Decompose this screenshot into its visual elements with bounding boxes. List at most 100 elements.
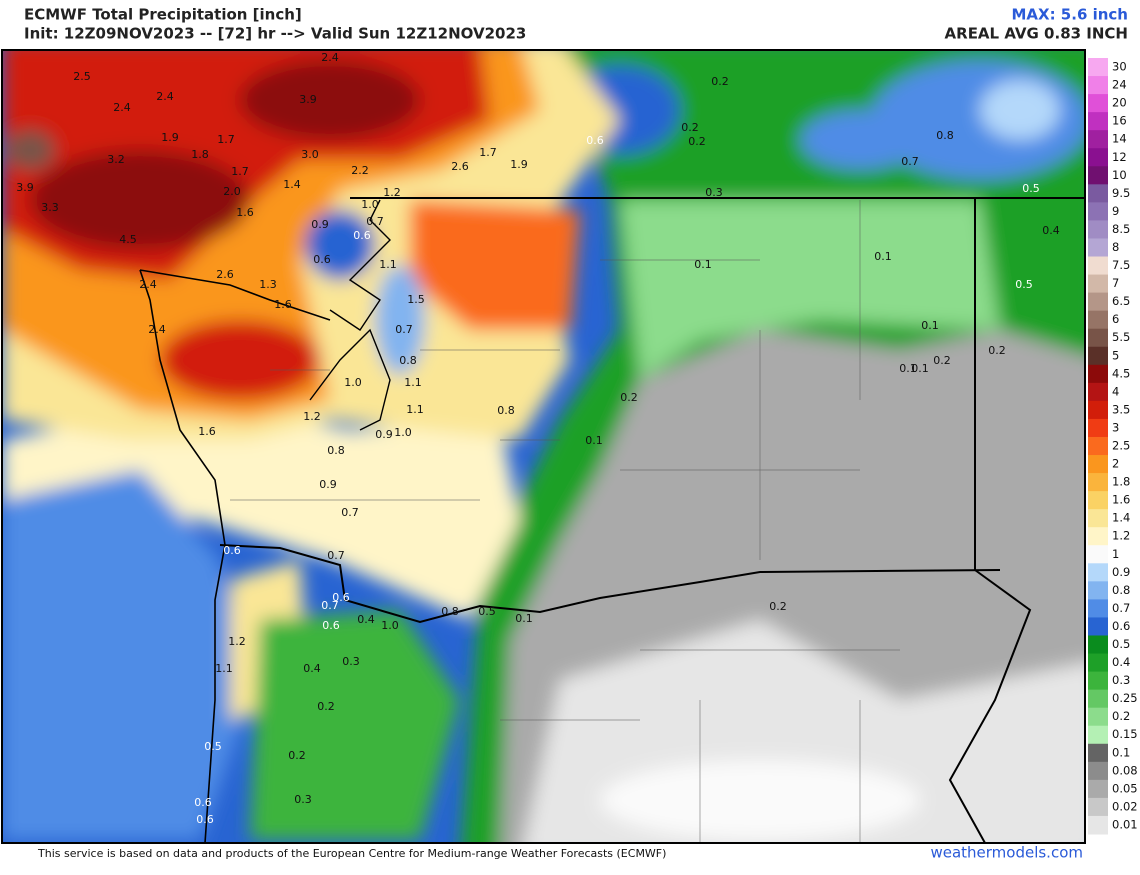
legend-swatch: [1088, 743, 1108, 763]
map-value-label: 1.0: [381, 619, 399, 632]
legend-swatch: [1088, 707, 1108, 727]
legend-label: 0.15: [1112, 727, 1138, 741]
legend-label: 1.4: [1112, 511, 1130, 525]
legend-swatch: [1088, 382, 1108, 402]
legend-swatch: [1088, 220, 1108, 239]
legend-swatch: [1088, 400, 1108, 420]
legend-swatch: [1088, 130, 1108, 149]
legend-label: 7.5: [1112, 258, 1130, 272]
legend-label: 1.2: [1112, 529, 1130, 543]
map-value-label: 0.1: [899, 362, 917, 375]
legend-swatch: [1088, 328, 1108, 348]
map-value-label: 0.2: [681, 121, 699, 134]
legend-swatch: [1088, 527, 1108, 546]
map-value-label: 3.3: [41, 201, 59, 214]
legend-swatch: [1088, 635, 1108, 655]
site: weathermodels.com: [930, 844, 1083, 862]
legend-swatch: [1088, 473, 1108, 492]
map-value-label: 0.1: [874, 250, 892, 263]
legend-label: 0.6: [1112, 619, 1130, 633]
legend-label: 0.7: [1112, 601, 1130, 615]
map-value-label: 1.1: [406, 403, 424, 416]
legend-swatch: [1088, 202, 1108, 221]
legend-label: 2.5: [1112, 439, 1130, 453]
map-value-label: 0.7: [321, 599, 339, 612]
map-value-label: 0.2: [988, 344, 1006, 357]
map-value-label: 0.5: [478, 605, 496, 618]
legend-swatch: [1088, 58, 1108, 77]
map-value-label: 4.5: [119, 233, 137, 246]
legend-swatch: [1088, 599, 1108, 618]
map-value-label: 1.1: [404, 376, 422, 389]
legend-label: 20: [1112, 96, 1127, 110]
map-value-label: 0.6: [332, 591, 350, 604]
map-value-label: 0.2: [711, 75, 729, 88]
map-value-label: 0.9: [311, 218, 329, 231]
map-value-label: 0.1: [515, 612, 533, 625]
map-value-label: 1.7: [479, 146, 497, 159]
legend-swatch: [1088, 166, 1108, 185]
legend-swatch: [1088, 779, 1108, 799]
map-value-label: 1.8: [191, 148, 209, 161]
legend-label: 5: [1112, 348, 1119, 362]
legend-label: 7: [1112, 276, 1119, 290]
legend-label: 0.05: [1112, 781, 1138, 795]
title: ECMWF Total Precipitation [inch]: [24, 6, 302, 24]
map-value-label: 0.4: [303, 662, 321, 675]
map-value-label: 0.2: [620, 391, 638, 404]
map-value-label: 2.4: [321, 51, 339, 64]
map-value-label: 2.0: [223, 185, 241, 198]
map-value-label: 0.6: [353, 229, 371, 242]
legend-label: 9.5: [1112, 186, 1130, 200]
map-value-label: 0.7: [366, 215, 384, 228]
map-value-label: 1.3: [259, 278, 277, 291]
map-value-label: 0.7: [327, 549, 345, 562]
map-value-label: 3.9: [299, 93, 317, 106]
legend-swatch: [1088, 761, 1108, 781]
map-value-label: 0.6: [313, 253, 331, 266]
map-value-label: 3.9: [16, 181, 34, 194]
map-value-label: 0.2: [769, 600, 787, 613]
legend-swatch: [1088, 274, 1108, 294]
legend-swatch: [1088, 364, 1108, 384]
legend-label: 0.5: [1112, 637, 1130, 651]
map-value-label: 0.1: [585, 434, 603, 447]
map-value-label: 0.9: [319, 478, 337, 491]
legend-swatch: [1088, 545, 1108, 564]
map-value-label: 1.6: [274, 298, 292, 311]
legend-label: 4: [1112, 384, 1119, 398]
subtitle: Init: 12Z09NOV2023 -- [72] hr --> Valid …: [24, 25, 526, 43]
legend-swatch: [1088, 310, 1108, 330]
legend-swatch: [1088, 148, 1108, 167]
legend-label: 14: [1112, 132, 1127, 146]
map-value-label: 3.0: [301, 148, 319, 161]
map-value-label: 0.8: [497, 404, 515, 417]
map-value-label: 2.5: [73, 70, 91, 83]
legend-label: 0.9: [1112, 565, 1130, 579]
footer-note: This service is based on data and produc…: [37, 847, 666, 860]
legend-swatch: [1088, 797, 1108, 817]
legend-label: 5.5: [1112, 330, 1130, 344]
map-value-label: 0.6: [194, 796, 212, 809]
map-value-label: 1.0: [344, 376, 362, 389]
map-value-label: 1.9: [161, 131, 179, 144]
map-frame: [1, 49, 1086, 844]
map-value-label: 1.4: [283, 178, 301, 191]
legend-swatch: [1088, 436, 1108, 456]
map-value-label: 0.5: [204, 740, 222, 753]
areal-average: AREAL AVG 0.83 INCH: [945, 25, 1128, 43]
legend-label: 0.01: [1112, 817, 1138, 831]
map-value-label: 2.6: [451, 160, 469, 173]
map-value-label: 2.4: [156, 90, 174, 103]
map-value-label: 0.7: [395, 323, 413, 336]
map-value-label: 2.4: [139, 278, 157, 291]
legend-label: 1: [1112, 547, 1119, 561]
map-value-label: 1.6: [198, 425, 216, 438]
map-value-label: 0.6: [586, 134, 604, 147]
legend-label: 3.5: [1112, 402, 1130, 416]
legend-label: 4.5: [1112, 366, 1130, 380]
legend-swatch: [1088, 725, 1108, 745]
legend-swatch: [1088, 418, 1108, 438]
legend-label: 3: [1112, 420, 1119, 434]
